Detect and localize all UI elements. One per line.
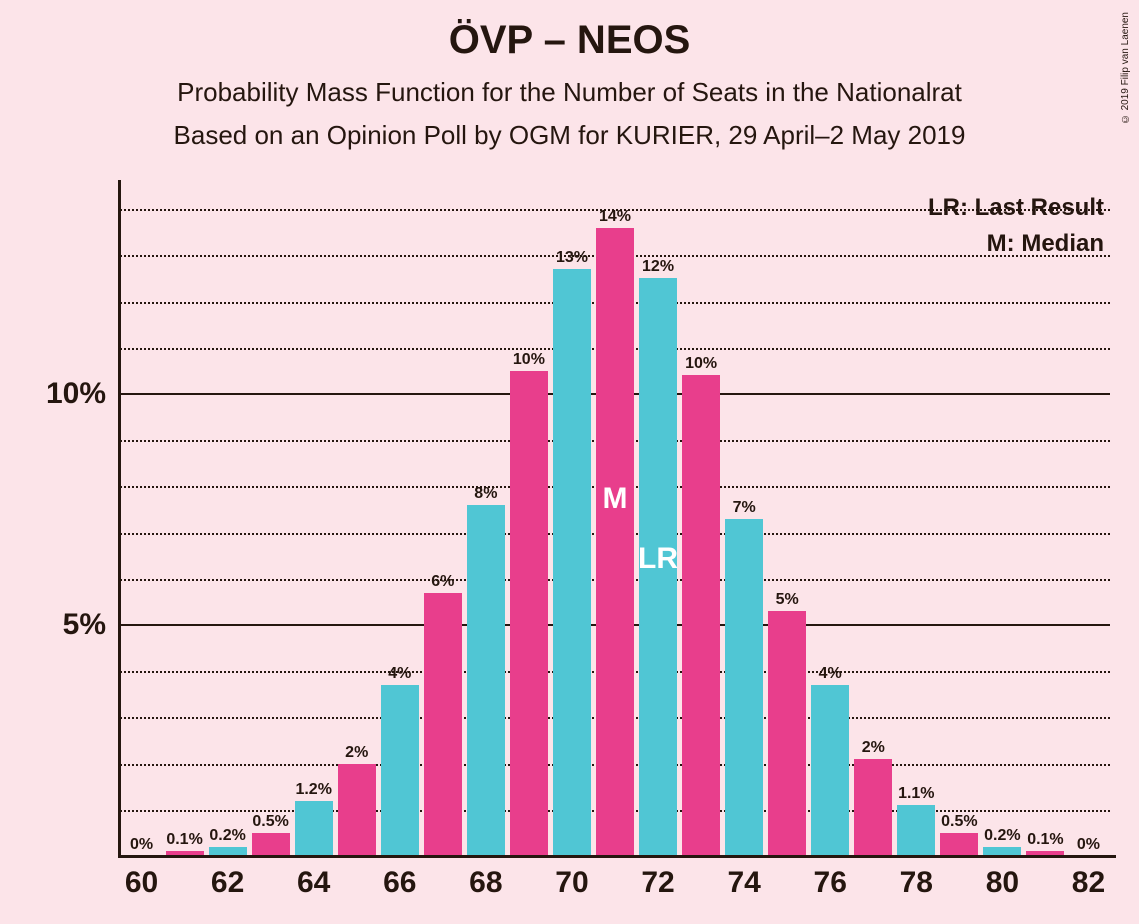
bar: 0.5% [252, 833, 290, 856]
y-axis [118, 180, 121, 856]
bar-value-label: 10% [685, 355, 717, 375]
bar-value-label: 6% [431, 573, 454, 593]
bar: 13% [553, 269, 591, 856]
copyright-text: © 2019 Filip van Laenen [1120, 12, 1131, 124]
bar-value-label: 0.2% [984, 827, 1020, 847]
x-axis-label: 60 [125, 856, 158, 900]
bar: 2% [338, 764, 376, 856]
bar: 8% [467, 505, 505, 856]
bar-value-label: 0.5% [252, 813, 288, 833]
bar-value-label: 8% [474, 485, 497, 505]
bar: 10% [510, 371, 548, 856]
legend-median: M: Median [928, 230, 1104, 258]
x-axis-label: 78 [900, 856, 933, 900]
bar-value-label: 7% [733, 499, 756, 519]
bar-value-label: 13% [556, 249, 588, 269]
x-axis-label: 80 [986, 856, 1019, 900]
x-axis [118, 855, 1116, 858]
x-axis-label: 74 [727, 856, 760, 900]
bar: 4% [811, 685, 849, 856]
bar-value-label: 10% [513, 351, 545, 371]
x-axis-label: 64 [297, 856, 330, 900]
bar-value-label: 5% [776, 591, 799, 611]
legend: LR: Last Result M: Median [928, 194, 1104, 258]
chart-subtitle-1: Probability Mass Function for the Number… [0, 77, 1139, 108]
bar-value-label: 0.1% [166, 831, 202, 851]
x-axis-label: 62 [211, 856, 244, 900]
bar: 6% [424, 593, 462, 856]
bar: 0.5% [940, 833, 978, 856]
bar-value-label: 0% [1077, 836, 1100, 856]
bar: 1.2% [295, 801, 333, 856]
bar-value-label: 14% [599, 208, 631, 228]
median-mark: M [603, 482, 628, 516]
bar: 2% [854, 759, 892, 856]
bar-value-label: 1.1% [898, 785, 934, 805]
x-axis-label: 82 [1072, 856, 1105, 900]
bar-value-label: 0.2% [209, 827, 245, 847]
bar-value-label: 2% [862, 739, 885, 759]
bar: 10% [682, 375, 720, 856]
chart-title: ÖVP – NEOS [0, 0, 1139, 63]
y-axis-label: 10% [46, 377, 120, 411]
last-result-mark: LR [638, 542, 678, 576]
chart-plot-area: 5%10%0%0.1%0.2%0.5%1.2%2%4%6%8%10%13%14%… [120, 186, 1110, 856]
y-axis-label: 5% [63, 608, 120, 642]
bar-value-label: 4% [819, 665, 842, 685]
bar-value-label: 12% [642, 258, 674, 278]
bar: 4% [381, 685, 419, 856]
bar-value-label: 0.1% [1027, 831, 1063, 851]
legend-last-result: LR: Last Result [928, 194, 1104, 222]
bar-value-label: 2% [345, 744, 368, 764]
bar-value-label: 0.5% [941, 813, 977, 833]
x-axis-label: 66 [383, 856, 416, 900]
x-axis-label: 70 [555, 856, 588, 900]
bar-value-label: 0% [130, 836, 153, 856]
bar: 5% [768, 611, 806, 856]
bar-value-label: 4% [388, 665, 411, 685]
x-axis-label: 68 [469, 856, 502, 900]
bar: 1.1% [897, 805, 935, 856]
bar: 7% [725, 519, 763, 856]
bar: 14% [596, 228, 634, 856]
x-axis-label: 72 [641, 856, 674, 900]
bar-value-label: 1.2% [295, 781, 331, 801]
chart-subtitle-2: Based on an Opinion Poll by OGM for KURI… [0, 120, 1139, 151]
x-axis-label: 76 [814, 856, 847, 900]
